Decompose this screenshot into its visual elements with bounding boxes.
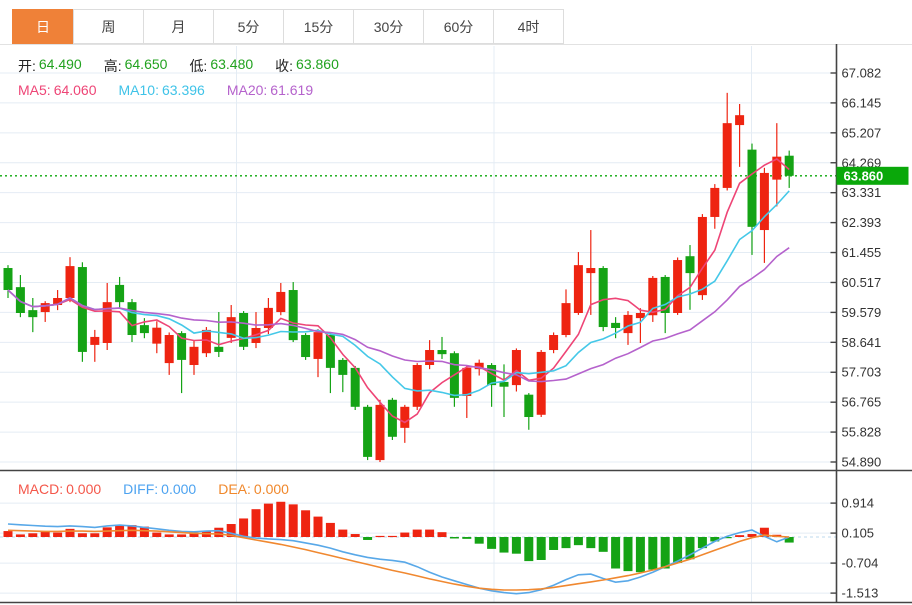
- gridlines: [0, 46, 837, 602]
- svg-text:65.207: 65.207: [842, 125, 882, 140]
- ma20-label: MA20:: [226, 82, 268, 98]
- ma20-value: 61.619: [270, 82, 314, 98]
- svg-text:-1.513: -1.513: [842, 586, 879, 601]
- dea-value: 0.000: [253, 481, 289, 497]
- tab-60min[interactable]: 60分: [423, 9, 494, 44]
- svg-text:54.890: 54.890: [842, 455, 882, 470]
- close-value: 63.860: [296, 56, 339, 72]
- svg-text:60.517: 60.517: [842, 275, 882, 290]
- high-value: 64.650: [124, 56, 168, 72]
- svg-text:63.331: 63.331: [842, 185, 882, 200]
- ma-lines: [7, 158, 790, 424]
- diff-value: 0.000: [161, 481, 197, 497]
- macd-lines: [7, 523, 790, 595]
- tab-week[interactable]: 周: [73, 9, 144, 44]
- price-axis: 67.082 66.145 65.207 64.269 63.331 62.393 61.4…: [0, 44, 912, 604]
- svg-text:-0.704: -0.704: [842, 556, 879, 571]
- ma-legend: MA5: 64.060 MA10: 63.396 MA20: 61.619: [18, 82, 313, 98]
- ma5-label: MA5:: [18, 82, 51, 98]
- macd-value: 0.000: [66, 481, 102, 497]
- ma10-label: MA10:: [118, 82, 159, 98]
- tab-15min[interactable]: 15分: [283, 9, 354, 44]
- high-label: 高:: [103, 58, 122, 74]
- svg-text:0.914: 0.914: [842, 496, 875, 511]
- svg-text:66.145: 66.145: [842, 95, 882, 110]
- tab-5min[interactable]: 5分: [213, 9, 284, 44]
- svg-text:0.105: 0.105: [842, 526, 875, 541]
- macd-legend: MACD: 0.000 DIFF: 0.000 DEA: 0.000: [18, 481, 289, 497]
- tab-4hour[interactable]: 4时: [493, 9, 564, 44]
- svg-text:58.641: 58.641: [842, 335, 882, 350]
- low-label: 低:: [189, 58, 208, 74]
- svg-text:61.455: 61.455: [842, 245, 882, 260]
- tabbar-divider: [0, 44, 912, 45]
- tab-day[interactable]: 日: [12, 9, 74, 44]
- svg-text:56.765: 56.765: [842, 395, 882, 410]
- ohlc-legend: 开: 64.490 高: 64.650 低: 63.480 收: 63.860: [18, 56, 339, 76]
- svg-text:62.393: 62.393: [842, 215, 882, 230]
- dea-label: DEA:: [218, 481, 251, 497]
- svg-text:64.269: 64.269: [842, 155, 882, 170]
- macd-label: MACD:: [18, 481, 64, 497]
- open-label: 开:: [18, 58, 36, 74]
- candlestick-series: [3, 92, 794, 462]
- svg-text:57.703: 57.703: [842, 365, 882, 380]
- ma10-value: 63.396: [161, 82, 205, 98]
- tab-month[interactable]: 月: [143, 9, 214, 44]
- diff-label: DIFF:: [123, 481, 159, 497]
- tab-30min[interactable]: 30分: [353, 9, 424, 44]
- svg-text:67.082: 67.082: [842, 66, 882, 81]
- macd-histogram: [3, 501, 794, 573]
- ma5-value: 64.060: [53, 82, 97, 98]
- close-label: 收:: [275, 58, 294, 74]
- svg-text:59.579: 59.579: [842, 305, 882, 320]
- low-value: 63.480: [210, 56, 254, 72]
- svg-text:55.828: 55.828: [842, 425, 882, 440]
- svg-text:63.860: 63.860: [844, 168, 884, 183]
- open-value: 64.490: [38, 56, 82, 72]
- timeframe-tabbar: 日 周 月 5分 15分 30分 60分 4时: [12, 9, 564, 44]
- current-price-tag: 63.860: [836, 166, 909, 185]
